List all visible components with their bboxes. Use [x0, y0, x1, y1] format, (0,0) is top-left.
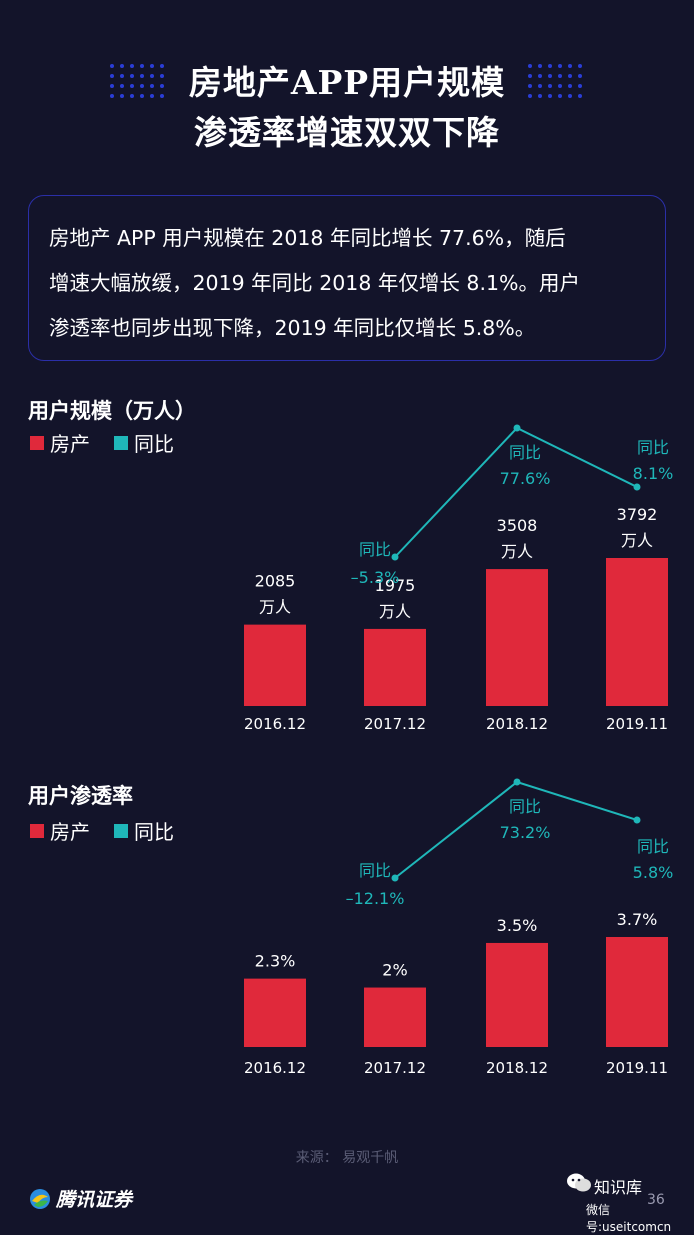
yoy-point-2018.12	[513, 424, 521, 432]
bar-value-label: 万人	[621, 531, 653, 550]
legend-line-swatch	[114, 823, 128, 838]
yoy-label: 同比	[509, 443, 541, 462]
bar-2019.11	[606, 558, 668, 706]
bar-value-label: 万人	[501, 542, 533, 561]
summary-box: 房地产 APP 用户规模在 2018 年同比增长 77.6%，随后 增速大幅放缓…	[28, 195, 666, 361]
x-tick-label: 2017.12	[364, 715, 426, 733]
tencent-logo-icon	[30, 1188, 50, 1209]
bar-value-label: 2%	[382, 961, 407, 980]
legend-line-swatch	[114, 435, 128, 450]
chart-2-penetration-rate: 2.3% 2016.12 2% 2017.12 3.5% 2018.12 3.7% 2019.…	[244, 778, 674, 1077]
yoy-point-2017.12	[391, 874, 399, 882]
summary-line-2: 增速大幅放缓，2019 年同比 2018 年仅增长 8.1%。用户	[49, 271, 580, 295]
yoy-value: 8.1%	[633, 464, 674, 483]
x-tick-label: 2018.12	[486, 715, 548, 733]
bar-value-label: 3508	[497, 516, 538, 535]
x-tick-label: 2016.12	[244, 1059, 306, 1077]
bar-value-label: 万人	[379, 602, 411, 621]
yoy-point-2018.12	[513, 778, 521, 786]
yoy-label: 同比	[359, 861, 391, 880]
chart-2-title: 用户渗透率	[28, 784, 133, 808]
watermark-text: 知识库	[594, 1178, 643, 1197]
yoy-point-2019.11	[633, 483, 641, 491]
summary-line-3: 渗透率也同步出现下降，2019 年同比仅增长 5.8%。	[49, 316, 536, 340]
legend-line-label: 同比	[134, 432, 174, 456]
bar-2016.12	[244, 978, 306, 1047]
bar-2017.12	[364, 628, 426, 706]
x-tick-label: 2017.12	[364, 1059, 426, 1077]
page-number: 36	[647, 1192, 665, 1208]
yoy-value: 5.8%	[633, 863, 674, 882]
bar-value-label: 1975	[375, 576, 416, 595]
legend-bar-swatch	[30, 435, 44, 450]
bar-value-label: 2.3%	[255, 952, 296, 971]
title-dots-right-decoration	[528, 64, 582, 98]
yoy-label: 同比	[359, 540, 391, 559]
x-tick-label: 2016.12	[244, 715, 306, 733]
yoy-label: 同比	[637, 837, 669, 856]
yoy-value: 77.6%	[500, 469, 551, 488]
yoy-label: 同比	[509, 797, 541, 816]
wechat-icon	[567, 1173, 591, 1192]
page-title-line-1: 房地产APP用户规模	[188, 63, 506, 102]
bar-2018.12	[486, 569, 548, 706]
bar-value-label: 万人	[259, 598, 291, 617]
yoy-value: –5.3%	[351, 568, 400, 587]
bar-2019.11	[606, 937, 668, 1047]
chart-1-user-scale: 2085 万人 2016.12 1975 万人 2017.12 3508 万人 2018.12 3…	[244, 424, 674, 733]
bar-value-label: 3.5%	[497, 916, 538, 935]
bar-2018.12	[486, 942, 548, 1047]
legend-line-label: 同比	[134, 820, 174, 844]
legend-bar-label: 房产	[50, 820, 90, 844]
source-note: 来源： 易观千帆	[295, 1150, 399, 1166]
bar-value-label: 2085	[255, 572, 296, 591]
brand-name: 腾讯证券	[56, 1189, 133, 1211]
x-tick-label: 2019.11	[606, 1059, 668, 1077]
x-tick-label: 2019.11	[606, 715, 668, 733]
brand-logo: 腾讯证券	[28, 1185, 132, 1212]
chart-2-legend: 房产 同比	[30, 816, 198, 845]
yoy-value: 73.2%	[500, 823, 551, 842]
yoy-label: 同比	[637, 438, 669, 457]
yoy-point-2017.12	[391, 553, 399, 561]
title-dots-left-decoration	[110, 64, 164, 98]
bar-value-label: 3.7%	[617, 910, 658, 929]
chart-1-legend: 房产 同比	[30, 428, 198, 457]
watermark-id: 微信号:useitcomcn	[586, 1203, 672, 1234]
legend-bar-label: 房产	[50, 432, 90, 456]
chart-1-title: 用户规模（万人）	[28, 399, 196, 423]
summary-line-1: 房地产 APP 用户规模在 2018 年同比增长 77.6%，随后	[49, 226, 566, 250]
bar-value-label: 3792	[617, 505, 658, 524]
page-title-line-2: 渗透率增速双双下降	[194, 113, 500, 152]
bar-2017.12	[364, 987, 426, 1047]
yoy-point-2019.11	[633, 816, 641, 824]
legend-bar-swatch	[30, 823, 44, 838]
yoy-value: –12.1%	[346, 889, 405, 908]
x-tick-label: 2018.12	[486, 1059, 548, 1077]
page-title: 房地产APP用户规模 渗透率增速双双下降	[0, 58, 694, 158]
bar-2016.12	[244, 624, 306, 706]
